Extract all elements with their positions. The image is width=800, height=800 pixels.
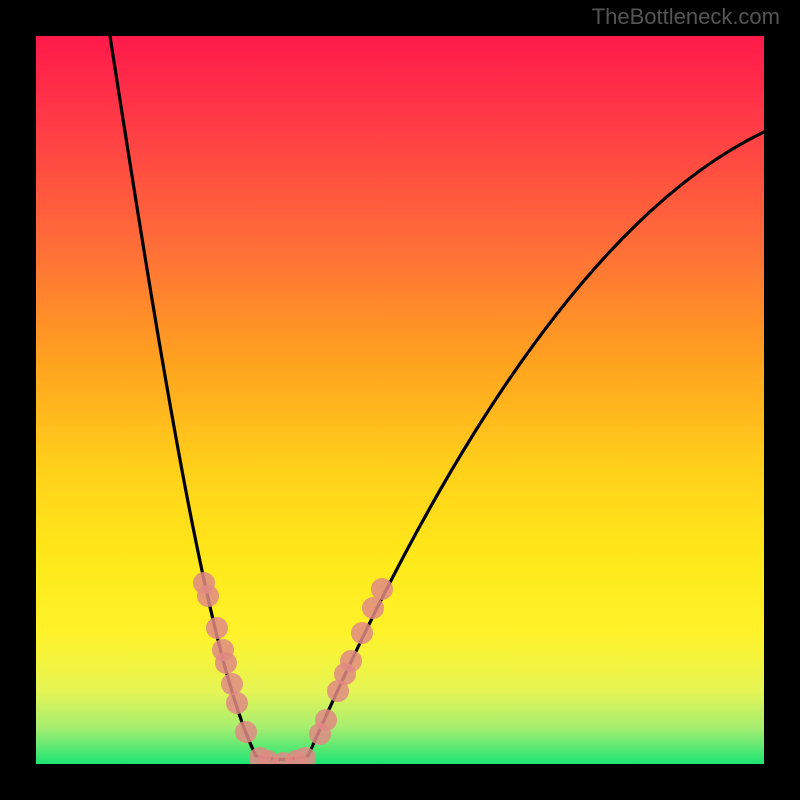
marker-left xyxy=(221,673,243,695)
marker-right xyxy=(371,578,393,600)
marker-left xyxy=(226,692,248,714)
chart-svg xyxy=(0,0,800,800)
marker-right xyxy=(340,650,362,672)
marker-bottom xyxy=(294,747,316,769)
marker-left xyxy=(235,721,257,743)
marker-left xyxy=(197,585,219,607)
chart-container: TheBottleneck.com xyxy=(0,0,800,800)
marker-left xyxy=(215,652,237,674)
gradient-background xyxy=(36,36,764,764)
marker-right xyxy=(315,709,337,731)
marker-left xyxy=(206,617,228,639)
marker-right xyxy=(351,622,373,644)
marker-right xyxy=(362,597,384,619)
